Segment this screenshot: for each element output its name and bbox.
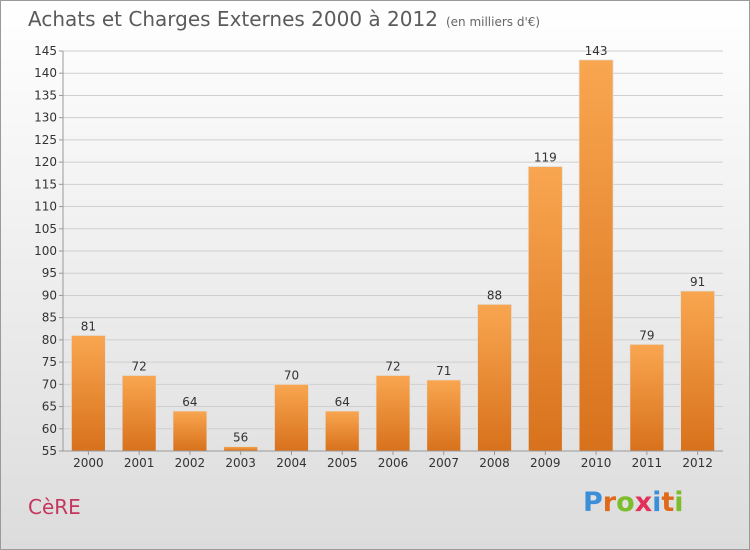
data-label: 56 <box>233 431 248 445</box>
data-label: 79 <box>639 328 654 342</box>
bar-2011 <box>629 343 665 452</box>
y-tick-label: 90 <box>42 288 57 302</box>
y-tick-label: 115 <box>34 177 57 191</box>
x-tick-label: 2000 <box>73 456 104 470</box>
data-label: 71 <box>436 364 451 378</box>
bar-2009 <box>527 166 563 452</box>
x-tick-label: 2005 <box>327 456 358 470</box>
bar-2001 <box>121 375 157 452</box>
chart-title: Achats et Charges Externes 2000 à 2012 (e… <box>28 7 540 31</box>
logo-letter: t <box>661 487 675 518</box>
data-label: 64 <box>335 395 350 409</box>
data-label: 91 <box>690 275 705 289</box>
logo-letter: x <box>634 487 653 518</box>
x-tick-label: 2004 <box>276 456 307 470</box>
title-text: Achats et Charges Externes 2000 à 2012 <box>28 7 438 31</box>
bar-2006 <box>375 375 411 452</box>
y-axis-ticks: 55 60 65 70 75 80 85 90 95 100 105 110 115 120 125 130 1… <box>34 44 63 458</box>
commune-name: CèRE <box>28 495 81 519</box>
logo-letter: r <box>602 487 617 518</box>
bar-2007 <box>426 379 462 452</box>
y-tick-label: 85 <box>42 311 57 325</box>
logo-letter: o <box>616 487 635 518</box>
y-tick-label: 130 <box>34 111 57 125</box>
y-tick-label: 70 <box>42 377 57 391</box>
bar-2008 <box>477 303 512 452</box>
bar-2010 <box>578 59 614 452</box>
y-tick-label: 65 <box>42 400 57 414</box>
y-tick-label: 145 <box>34 44 57 58</box>
logo-letter: i <box>652 487 662 518</box>
bar-2004 <box>274 383 309 452</box>
x-tick-label: 2001 <box>124 456 155 470</box>
data-labels: 81 72 64 56 70 64 72 71 88 119 143 79 91 <box>81 44 706 445</box>
y-tick-label: 95 <box>42 266 57 280</box>
x-tick-label: 2006 <box>378 456 409 470</box>
data-label: 70 <box>284 368 299 382</box>
x-tick-label: 2011 <box>632 456 663 470</box>
x-tick-label: 2010 <box>581 456 612 470</box>
x-tick-label: 2012 <box>682 456 713 470</box>
data-label: 143 <box>585 44 608 58</box>
bars <box>70 59 716 452</box>
x-tick-label: 2007 <box>428 456 459 470</box>
bar-2002 <box>172 410 208 452</box>
y-tick-label: 80 <box>42 333 57 347</box>
y-tick-label: 105 <box>34 222 57 236</box>
data-label: 119 <box>534 151 557 165</box>
x-tick-label: 2008 <box>479 456 510 470</box>
title-unit: (en milliers d'€) <box>445 15 541 29</box>
y-tick-label: 55 <box>42 444 57 458</box>
y-tick-label: 140 <box>34 66 57 80</box>
data-label: 81 <box>81 319 96 333</box>
bar-2012 <box>680 290 716 452</box>
data-label: 88 <box>487 288 502 302</box>
proxiti-logo: Proxiti <box>583 487 684 518</box>
x-tick-label: 2002 <box>175 456 206 470</box>
x-axis-ticks: 2000 2001 2002 2003 2004 2005 2006 2007 2008 2009… <box>73 451 713 470</box>
data-label: 72 <box>385 359 400 373</box>
x-tick-label: 2003 <box>225 456 256 470</box>
y-tick-label: 120 <box>34 155 57 169</box>
y-tick-label: 100 <box>34 244 57 258</box>
x-tick-label: 2009 <box>530 456 561 470</box>
data-label: 72 <box>132 359 147 373</box>
bar-2003 <box>223 446 259 452</box>
logo-letter: P <box>583 487 603 518</box>
y-tick-label: 125 <box>34 133 57 147</box>
y-tick-label: 60 <box>42 422 57 436</box>
bar-2005 <box>324 410 360 452</box>
axes <box>62 51 723 452</box>
y-tick-label: 75 <box>42 355 57 369</box>
data-label: 64 <box>182 395 197 409</box>
y-tick-label: 135 <box>34 88 57 102</box>
y-tick-label: 110 <box>34 200 57 214</box>
logo-letter: i <box>674 487 684 518</box>
bar-2000 <box>70 335 106 452</box>
